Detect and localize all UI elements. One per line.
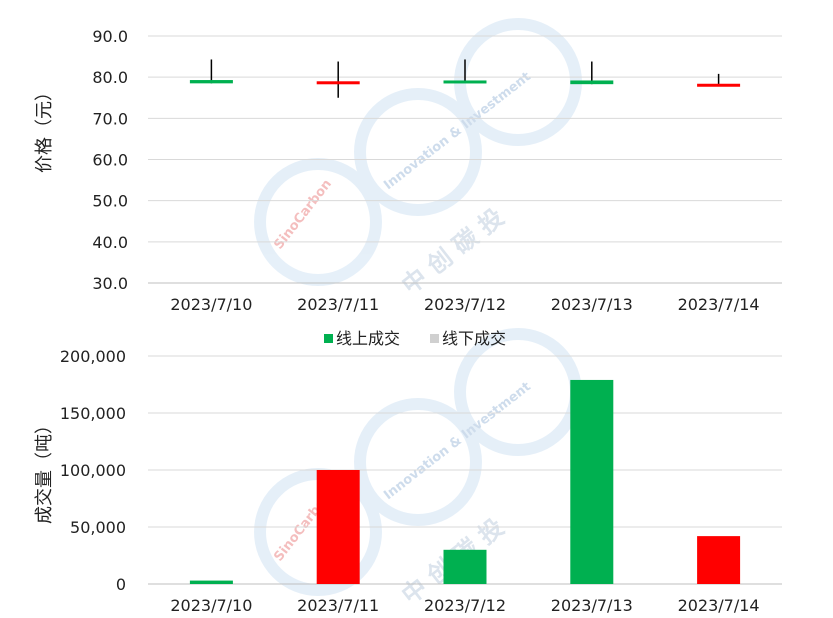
volume-gridlines	[148, 355, 782, 585]
volume-bar	[189, 580, 233, 584]
price-y-tick-label: 40.0	[92, 233, 128, 252]
watermark-bottom: SinoCarbon Innovation & Investment 中 创 碳…	[254, 328, 582, 610]
volume-x-tick-label: 2023/7/10	[170, 596, 252, 615]
price-y-axis-title: 价格（元）	[34, 83, 55, 173]
volume-chart: 线上成交 线下成交 200,000 150,000 100,000 50,000 0 2…	[34, 329, 782, 615]
volume-y-tick-labels: 200,000 150,000 100,000 50,000 0	[60, 347, 126, 594]
price-x-tick-labels: 2023/7/10 2023/7/11 2023/7/12 2023/7/13 2023…	[170, 295, 759, 314]
volume-y-tick-label: 150,000	[60, 404, 126, 423]
watermark-top: SinoCarbon Innovation & Investment 中 创 碳…	[254, 18, 582, 300]
watermark-ring-left	[254, 158, 382, 286]
volume-legend: 线上成交 线下成交	[324, 329, 506, 348]
volume-y-tick-label: 0	[116, 575, 126, 594]
volume-x-tick-label: 2023/7/12	[424, 596, 506, 615]
price-candle-body	[570, 80, 614, 85]
price-candle-body	[697, 83, 741, 87]
price-x-tick-label: 2023/7/12	[424, 295, 506, 314]
price-y-tick-label: 30.0	[92, 274, 128, 293]
volume-y-tick-label: 50,000	[70, 518, 126, 537]
legend-label-offline: 线下成交	[442, 329, 506, 348]
watermark-ring-middle	[354, 88, 482, 216]
watermark-ring-middle	[354, 398, 482, 526]
price-y-tick-label: 60.0	[92, 151, 128, 170]
price-y-tick-label: 70.0	[92, 109, 128, 128]
price-candle-body	[443, 80, 487, 84]
legend-swatch-offline	[430, 334, 439, 343]
price-x-tick-label: 2023/7/11	[297, 295, 379, 314]
price-x-tick-label: 2023/7/10	[170, 295, 252, 314]
price-chart: 90.080.070.060.050.040.030.0 2023/7/10 20…	[34, 27, 782, 314]
volume-y-tick-label: 200,000	[60, 347, 126, 366]
volume-y-axis-title: 成交量（吨）	[34, 416, 55, 524]
volume-x-tick-labels: 2023/7/10 2023/7/11 2023/7/12 2023/7/13 2023…	[170, 596, 759, 615]
volume-bar	[443, 549, 487, 584]
volume-bar	[316, 470, 360, 584]
price-y-tick-label: 80.0	[92, 68, 128, 87]
price-y-tick-label: 90.0	[92, 27, 128, 46]
volume-bar	[570, 379, 614, 584]
price-y-tick-labels: 90.0 80.0 70.0 60.0 50.0 40.0 30.0	[92, 27, 128, 293]
price-x-tick-label: 2023/7/13	[551, 295, 633, 314]
price-candles	[189, 59, 741, 98]
watermark-chinese: 中 创 碳 投	[396, 203, 509, 300]
volume-y-tick-label: 100,000	[60, 461, 126, 480]
watermark-brand: SinoCarbon	[271, 177, 335, 253]
volume-x-tick-label: 2023/7/14	[678, 596, 760, 615]
volume-bar	[697, 536, 741, 584]
price-candle-body	[189, 80, 233, 84]
legend-label-online: 线上成交	[336, 329, 400, 348]
legend-swatch-online	[324, 334, 333, 343]
volume-bars	[189, 379, 741, 584]
price-y-tick-label: 50.0	[92, 192, 128, 211]
volume-x-tick-label: 2023/7/13	[551, 596, 633, 615]
price-candle-body	[316, 81, 360, 85]
price-x-tick-label: 2023/7/14	[678, 295, 760, 314]
volume-x-tick-label: 2023/7/11	[297, 596, 379, 615]
